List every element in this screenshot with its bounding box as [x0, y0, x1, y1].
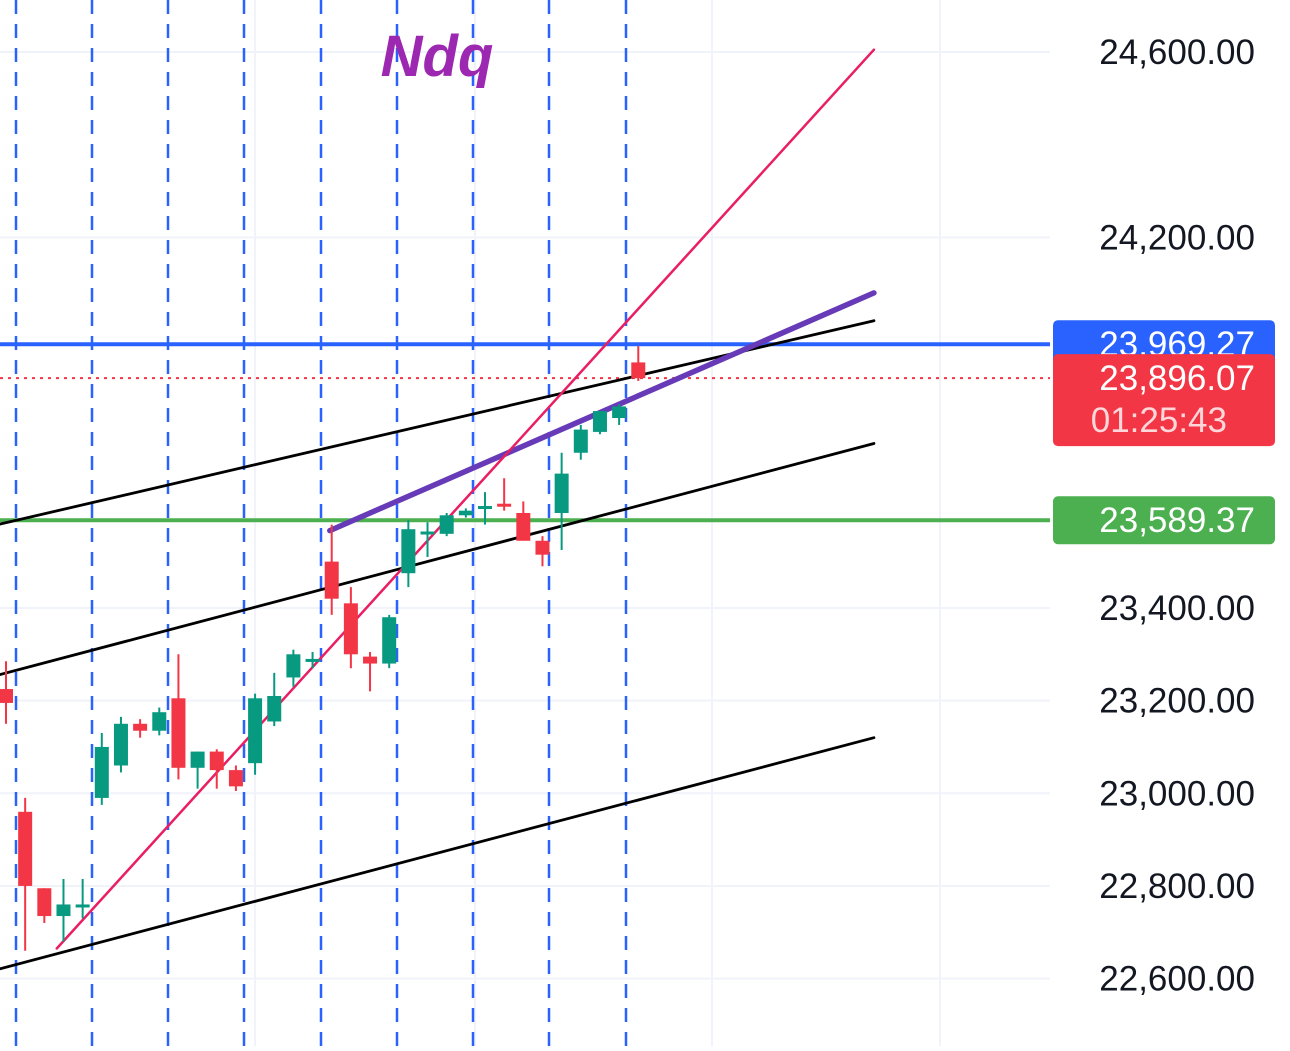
candle-down — [516, 501, 531, 541]
candle-body — [190, 751, 205, 768]
candle-down — [631, 346, 646, 381]
price-tick-label: 22,600.00 — [1099, 960, 1255, 999]
candle-up — [56, 878, 71, 942]
candle-up — [75, 878, 90, 919]
candle-body — [535, 540, 550, 555]
candle-body — [631, 362, 646, 379]
last-price-label: 23,896.07 — [1099, 359, 1255, 398]
candle-down — [228, 765, 243, 791]
countdown-label: 01:25:43 — [1091, 401, 1227, 440]
green-level-tag — [1053, 496, 1275, 545]
candle-body — [228, 770, 243, 787]
green-level-label: 23,589.37 — [1099, 501, 1255, 540]
candle-up — [248, 693, 263, 775]
candle-down — [0, 661, 13, 724]
candle-body — [56, 904, 71, 917]
candle-up — [439, 512, 454, 537]
candle-body — [0, 689, 13, 703]
candle-up — [190, 751, 205, 789]
candle-up — [573, 424, 588, 460]
candle-up — [382, 614, 397, 669]
candle-up — [152, 707, 167, 736]
candle-body — [573, 429, 588, 453]
candle-body — [439, 515, 454, 534]
candle-up — [592, 411, 607, 435]
price-axis[interactable]: 24,600.00 24,200.00 23,400.00 23,200.00 23,0… — [1099, 33, 1255, 999]
candle-body — [401, 529, 416, 574]
candle-body — [209, 751, 224, 771]
candle-body — [248, 698, 263, 764]
candle-body — [420, 531, 435, 535]
candle-up — [94, 733, 109, 805]
last-price-tag — [1053, 354, 1275, 447]
lower-channel-line — [0, 736, 876, 971]
grid — [0, 0, 1050, 1046]
price-tick-label: 23,200.00 — [1099, 682, 1255, 721]
candle-body — [324, 561, 339, 599]
candle-up — [420, 522, 435, 557]
candle-body — [554, 473, 569, 513]
candle-body — [592, 411, 607, 432]
candle-down — [37, 888, 52, 924]
price-tick-label: 23,000.00 — [1099, 774, 1255, 813]
candle-body — [171, 698, 186, 768]
candle-up — [554, 452, 569, 551]
price-tick-label: 22,800.00 — [1099, 867, 1255, 906]
candle-body — [363, 656, 378, 664]
candle-body — [458, 510, 473, 516]
candle-body — [267, 695, 282, 722]
candle-body — [113, 723, 128, 766]
candle-body — [94, 746, 109, 798]
candle-up — [113, 716, 128, 773]
middle-channel-line — [0, 442, 876, 677]
chart-title: Ndq — [381, 24, 494, 89]
candle-body — [343, 603, 358, 655]
session-separators — [14, 0, 628, 1046]
candle-body — [133, 723, 148, 731]
candle-down — [324, 524, 339, 615]
candle-body — [382, 617, 397, 664]
candle-body — [75, 904, 90, 908]
candle-down — [343, 587, 358, 669]
candle-up — [286, 649, 301, 687]
candle-body — [497, 503, 512, 507]
candle-body — [516, 512, 531, 541]
candle-up — [458, 508, 473, 518]
candle-down — [133, 719, 148, 738]
candle-body — [305, 658, 320, 662]
candle-body — [37, 888, 52, 917]
candle-body — [286, 654, 301, 678]
candle-up — [478, 492, 492, 525]
candle-down — [363, 651, 378, 692]
candle-up — [267, 672, 282, 727]
price-tick-label: 24,600.00 — [1099, 33, 1255, 72]
price-tick-label: 24,200.00 — [1099, 218, 1255, 257]
candle-down — [171, 654, 186, 780]
trendlines — [0, 48, 877, 971]
pink-trendline — [55, 48, 876, 950]
candle-up — [401, 519, 416, 588]
candle-down — [209, 749, 224, 789]
candle-up — [305, 651, 320, 669]
candle-body — [18, 811, 33, 886]
candle-body — [152, 712, 167, 731]
candle-down — [18, 797, 33, 951]
candle-up — [612, 404, 627, 425]
candle-down — [497, 478, 512, 511]
candle-down — [535, 536, 550, 567]
price-tick-label: 23,400.00 — [1099, 589, 1255, 628]
candle-body — [478, 506, 492, 510]
candle-body — [612, 406, 627, 419]
candles — [0, 346, 646, 951]
